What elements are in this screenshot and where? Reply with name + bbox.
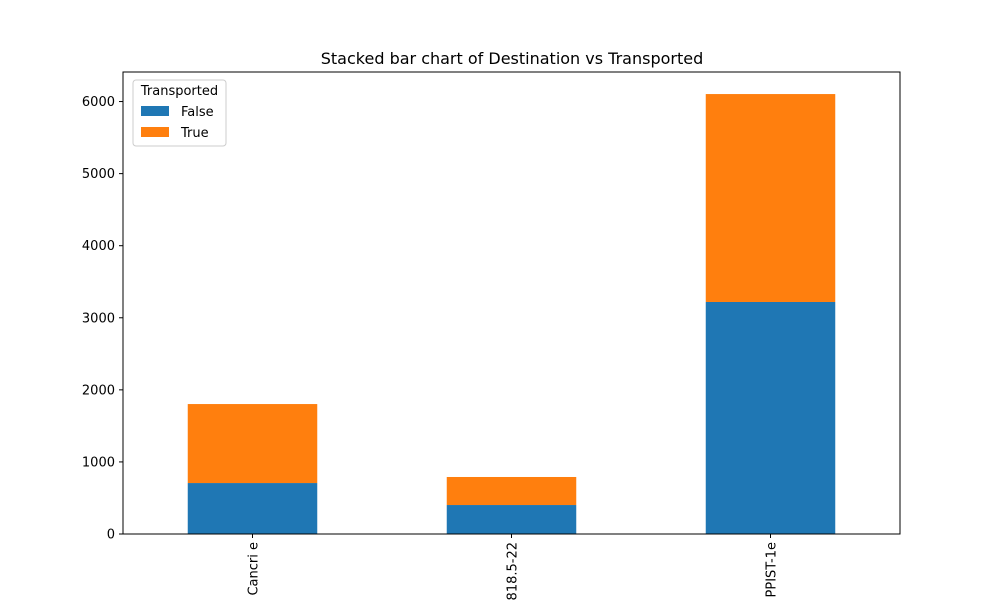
bar-segment bbox=[187, 404, 318, 484]
bar-segment bbox=[446, 505, 577, 534]
bar-segment bbox=[705, 301, 836, 534]
y-tick-label: 1000 bbox=[82, 455, 115, 470]
y-tick-label: 6000 bbox=[82, 95, 115, 110]
legend-label: False bbox=[181, 105, 214, 120]
bar-segment bbox=[705, 94, 836, 302]
x-tick-label: PPIST-1e bbox=[765, 542, 780, 597]
x-tick-label: 818.5-22 bbox=[506, 542, 521, 600]
y-tick-label: 4000 bbox=[82, 239, 115, 254]
plot-frame bbox=[122, 71, 901, 535]
y-tick-label: 5000 bbox=[82, 167, 115, 182]
x-tick-label: Cancri e bbox=[247, 542, 262, 596]
legend-swatch bbox=[141, 106, 169, 116]
y-tick-label: 0 bbox=[107, 528, 115, 543]
legend-swatch bbox=[141, 127, 169, 137]
legend-title: Transported bbox=[140, 84, 218, 99]
y-tick-label: 2000 bbox=[82, 383, 115, 398]
legend-label: True bbox=[180, 126, 209, 141]
y-tick-label: 3000 bbox=[82, 311, 115, 326]
chart-title: Stacked bar chart of Destination vs Tran… bbox=[321, 49, 704, 68]
bar-segment bbox=[446, 476, 577, 506]
bar-segment bbox=[187, 483, 318, 534]
